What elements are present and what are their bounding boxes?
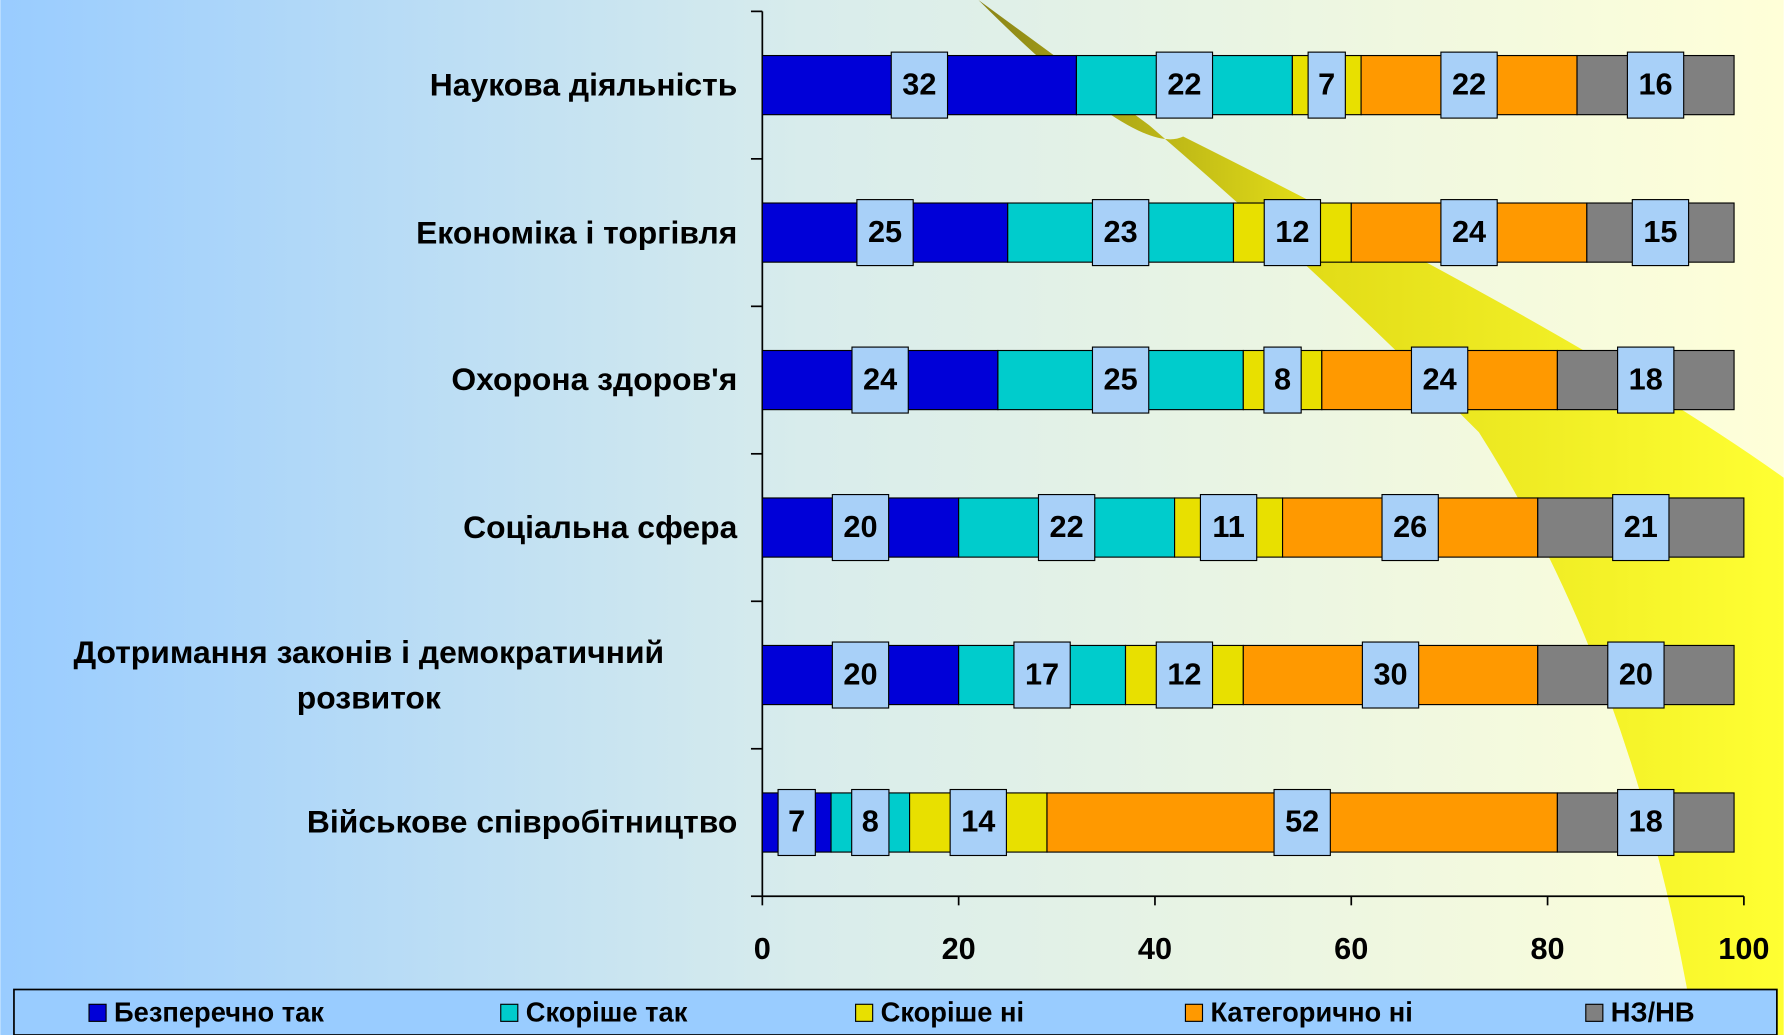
category-label: Військове співробітництво <box>306 804 738 840</box>
data-label: 15 <box>1643 214 1677 249</box>
data-label: 25 <box>868 214 902 249</box>
legend-label: Скоріше ні <box>881 997 1024 1028</box>
data-label-box <box>949 788 1007 857</box>
legend-label: Безперечно так <box>114 997 324 1028</box>
data-label: 8 <box>1274 361 1291 396</box>
data-label-box <box>1013 641 1071 709</box>
category-label: Наукова діяльність <box>429 66 738 103</box>
data-label: 22 <box>1452 66 1486 101</box>
legend-label: Категорично ні <box>1210 997 1412 1028</box>
category-label: Економіка і торгівля <box>416 214 738 250</box>
data-label: 18 <box>1629 804 1663 839</box>
data-label-box <box>851 788 890 857</box>
data-label: 18 <box>1629 361 1663 396</box>
data-label: 25 <box>1104 361 1138 396</box>
data-label-box <box>1626 51 1685 119</box>
data-label-box <box>851 346 909 414</box>
data-label: 11 <box>1212 509 1244 544</box>
data-label: 14 <box>961 804 995 839</box>
x-tick-label: 60 <box>1334 931 1368 966</box>
legend-label: Скоріше так <box>526 997 688 1028</box>
legend-swatch <box>1585 1003 1604 1022</box>
data-label: 12 <box>1167 656 1201 691</box>
x-tick-label: 20 <box>942 931 976 966</box>
data-label: 21 <box>1624 509 1658 544</box>
data-label: 20 <box>843 509 877 544</box>
data-label-box <box>1440 51 1498 119</box>
data-label-box <box>890 51 949 119</box>
data-label: 8 <box>862 804 879 839</box>
legend-swatch <box>1184 1003 1204 1022</box>
data-label-box <box>1155 51 1214 119</box>
category-label: Дотримання законів і демократичний розви… <box>73 634 665 715</box>
data-label: 23 <box>1104 214 1138 249</box>
data-label-box <box>1263 199 1322 267</box>
category-label: Охорона здоров'я <box>451 361 738 398</box>
data-label: 20 <box>1619 656 1653 691</box>
category-label: Соціальна сфера <box>463 509 738 545</box>
data-label-box <box>777 788 816 857</box>
data-label: 30 <box>1373 656 1407 691</box>
data-label-box <box>1091 199 1150 267</box>
category-label: Соціальна сфера <box>463 509 738 545</box>
data-label-box <box>1381 493 1439 562</box>
data-label: 22 <box>1167 66 1201 101</box>
data-label: 24 <box>863 361 897 396</box>
data-label: 17 <box>1025 656 1059 691</box>
data-label: 26 <box>1393 509 1427 544</box>
data-label-box <box>1273 788 1331 857</box>
legend <box>13 988 1778 1035</box>
x-tick-label: 0 <box>754 931 771 966</box>
data-label-box <box>1607 641 1665 709</box>
data-label-box <box>1307 51 1346 119</box>
data-label-box <box>1155 641 1214 709</box>
data-label: 20 <box>843 656 877 691</box>
data-label-box <box>1410 346 1469 414</box>
data-label-box <box>1631 199 1690 267</box>
category-label: Наукова діяльність <box>429 66 738 103</box>
data-label-box <box>1612 493 1670 562</box>
legend-label: НЗ/НВ <box>1611 997 1695 1028</box>
data-label-box <box>1617 346 1675 414</box>
data-label-box <box>1199 493 1258 562</box>
legend-swatch <box>88 1003 107 1022</box>
data-label: 22 <box>1050 509 1084 544</box>
category-label: Охорона здоров'я <box>451 361 738 398</box>
data-label: 16 <box>1638 66 1672 101</box>
x-tick-label: 40 <box>1138 931 1172 966</box>
data-label-box <box>1617 788 1675 857</box>
x-tick-label: 100 <box>1718 931 1769 966</box>
data-label-box <box>831 493 890 562</box>
legend-swatch <box>500 1003 519 1022</box>
data-label-box <box>1091 346 1150 414</box>
data-label: 24 <box>1452 214 1486 249</box>
data-label: 12 <box>1275 214 1309 249</box>
data-label: 24 <box>1423 361 1457 396</box>
data-label: 52 <box>1285 804 1319 839</box>
legend-swatch <box>855 1003 874 1022</box>
data-label: 7 <box>788 804 805 839</box>
data-label-box <box>1263 346 1302 414</box>
category-label: Військове співробітництво <box>306 804 738 840</box>
data-label-box <box>1361 641 1420 709</box>
data-label-box <box>1440 199 1498 267</box>
data-label: 7 <box>1318 66 1335 101</box>
category-label: Дотримання законів і демократичний розви… <box>73 634 665 715</box>
data-label-box <box>1037 493 1096 562</box>
data-label-box <box>856 199 914 267</box>
data-label-box <box>831 641 890 709</box>
category-label: Економіка і торгівля <box>416 214 738 250</box>
x-tick-label: 80 <box>1531 931 1565 966</box>
data-label: 32 <box>902 66 936 101</box>
